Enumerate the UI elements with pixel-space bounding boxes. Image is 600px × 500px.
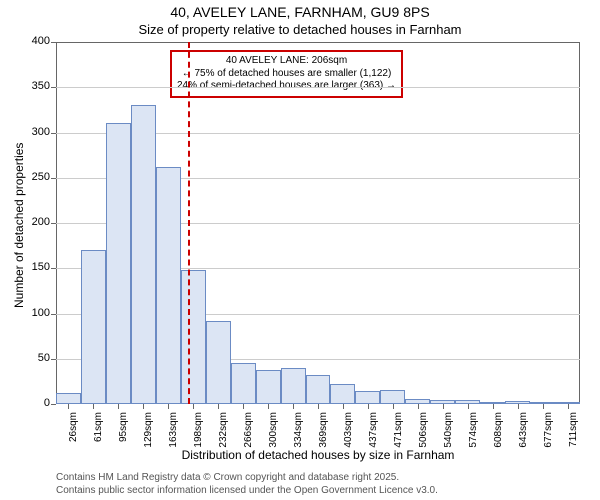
footer-line2: Contains public sector information licen… [56, 485, 438, 498]
chart-container: 40, AVELEY LANE, FARNHAM, GU9 8PS Size o… [0, 0, 600, 500]
x-tick [418, 404, 419, 409]
grid-line [56, 87, 580, 88]
histogram-bar [281, 368, 306, 404]
histogram-bar [256, 370, 281, 404]
annotation-line2: ← 75% of detached houses are smaller (1,… [177, 68, 396, 81]
x-tick-label: 232sqm [218, 412, 229, 452]
footer-text: Contains HM Land Registry data © Crown c… [56, 472, 438, 497]
x-tick [268, 404, 269, 409]
x-tick [443, 404, 444, 409]
chart-subtitle: Size of property relative to detached ho… [0, 22, 600, 37]
y-tick-label: 150 [20, 261, 50, 273]
y-tick-label: 400 [20, 35, 50, 47]
histogram-bar [306, 375, 331, 404]
annotation-box: 40 AVELEY LANE: 206sqm ← 75% of detached… [170, 50, 403, 98]
y-tick [51, 133, 56, 134]
x-tick [118, 404, 119, 409]
x-tick-label: 61sqm [93, 412, 104, 452]
y-tick [51, 87, 56, 88]
x-tick-label: 198sqm [193, 412, 204, 452]
x-tick [543, 404, 544, 409]
x-tick-label: 506sqm [418, 412, 429, 452]
y-tick-label: 0 [20, 397, 50, 409]
x-tick-label: 403sqm [343, 412, 354, 452]
x-tick-label: 334sqm [293, 412, 304, 452]
x-tick-label: 574sqm [468, 412, 479, 452]
annotation-line1: 40 AVELEY LANE: 206sqm [177, 55, 396, 68]
x-tick [343, 404, 344, 409]
y-tick [51, 359, 56, 360]
x-tick-label: 471sqm [393, 412, 404, 452]
chart-title: 40, AVELEY LANE, FARNHAM, GU9 8PS [0, 4, 600, 20]
histogram-bar [380, 390, 405, 404]
y-tick [51, 42, 56, 43]
x-tick [293, 404, 294, 409]
x-tick-label: 711sqm [568, 412, 579, 452]
x-tick-label: 95sqm [118, 412, 129, 452]
x-tick-label: 540sqm [443, 412, 454, 452]
annotation-line3: 24% of semi-detached houses are larger (… [177, 80, 396, 93]
x-tick [93, 404, 94, 409]
y-tick-label: 350 [20, 80, 50, 92]
y-tick [51, 314, 56, 315]
x-tick [493, 404, 494, 409]
x-tick [68, 404, 69, 409]
x-tick [193, 404, 194, 409]
y-tick [51, 178, 56, 179]
histogram-bar [206, 321, 231, 404]
x-tick [468, 404, 469, 409]
y-tick [51, 223, 56, 224]
histogram-bar [56, 393, 81, 404]
footer-line1: Contains HM Land Registry data © Crown c… [56, 472, 438, 485]
x-tick [368, 404, 369, 409]
reference-line [188, 42, 190, 404]
x-tick-label: 437sqm [368, 412, 379, 452]
x-tick-label: 643sqm [518, 412, 529, 452]
histogram-bar [330, 384, 355, 404]
x-tick [518, 404, 519, 409]
x-tick-label: 369sqm [318, 412, 329, 452]
histogram-bar [156, 167, 181, 404]
x-tick-label: 163sqm [168, 412, 179, 452]
x-tick-label: 608sqm [493, 412, 504, 452]
histogram-bar [106, 123, 131, 404]
x-tick [568, 404, 569, 409]
x-tick-label: 300sqm [268, 412, 279, 452]
histogram-bar [231, 363, 256, 404]
x-tick-label: 26sqm [68, 412, 79, 452]
y-tick-label: 50 [20, 352, 50, 364]
histogram-bar [81, 250, 106, 404]
histogram-bar [355, 391, 380, 404]
x-tick-label: 129sqm [143, 412, 154, 452]
x-tick [243, 404, 244, 409]
y-tick [51, 268, 56, 269]
y-tick [51, 404, 56, 405]
x-tick [218, 404, 219, 409]
x-tick-label: 677sqm [543, 412, 554, 452]
x-tick [143, 404, 144, 409]
x-tick [393, 404, 394, 409]
y-tick-label: 100 [20, 307, 50, 319]
y-tick-label: 200 [20, 216, 50, 228]
y-tick-label: 300 [20, 126, 50, 138]
x-tick [318, 404, 319, 409]
x-tick-label: 266sqm [243, 412, 254, 452]
x-tick [168, 404, 169, 409]
histogram-bar [131, 105, 156, 404]
histogram-bar [181, 270, 206, 404]
y-tick-label: 250 [20, 171, 50, 183]
